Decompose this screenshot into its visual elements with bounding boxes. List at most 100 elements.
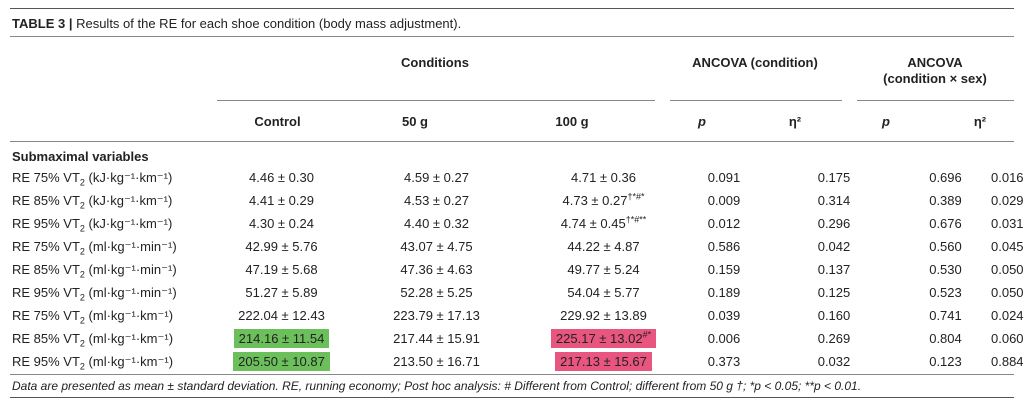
table-caption-label: TABLE 3 | — [12, 16, 73, 31]
cell-eta2-condition: 0.032 — [817, 354, 851, 369]
row-label: RE 95% VT2 (ml·kg⁻¹·min⁻¹) — [10, 281, 217, 304]
cell-100g-value: 225.17 ± 13.02#* — [550, 329, 657, 348]
row-label-unit: (ml·kg⁻¹·min⁻¹) — [84, 284, 177, 300]
section-rule — [10, 141, 1014, 142]
cell-eta2-sex: 0.050 — [991, 285, 1024, 300]
cell-eta2-condition: 0.137 — [817, 262, 851, 277]
cell-control: 4.41 ± 0.29 — [217, 189, 346, 212]
cell-p-sex: 0.676 — [929, 216, 962, 231]
table-row: RE 85% VT2 (ml·kg⁻¹·km⁻¹) 214.16 ± 11.54 2… — [10, 327, 1024, 350]
cell-eta2-sex: 0.050 — [991, 262, 1024, 277]
col-header-100g: 100 g — [555, 114, 589, 129]
row-label-sub: 2 — [79, 223, 85, 234]
caption-rule — [10, 36, 1014, 37]
cell-control: 47.19 ± 5.68 — [217, 258, 346, 281]
header-ancova-condition: ANCOVA (condition) — [692, 55, 818, 70]
cell-100g: 4.71 ± 0.36 — [527, 166, 680, 189]
cell-100g-marks: †*#** — [625, 214, 647, 225]
cell-50g: 223.79 ± 17.13 — [346, 304, 527, 327]
cell-control-value: 4.41 ± 0.29 — [249, 193, 314, 208]
cell-control-value: 222.04 ± 12.43 — [238, 308, 325, 323]
cell-p-sex: 0.741 — [929, 308, 962, 323]
row-label-unit: (kJ·kg⁻¹·km⁻¹) — [84, 215, 173, 231]
cell-100g: 4.74 ± 0.45†*#** — [527, 212, 680, 235]
cell-eta2-sex: 0.024 — [991, 308, 1024, 323]
cell-50g-value: 217.44 ± 15.91 — [393, 331, 480, 346]
top-rule — [10, 8, 1014, 9]
row-label-sub: 2 — [79, 292, 85, 303]
cell-50g-value: 213.50 ± 16.71 — [393, 354, 480, 369]
header-ancova-sex: ANCOVA (condition × sex) — [855, 55, 1015, 87]
row-label: RE 85% VT2 (kJ·kg⁻¹·km⁻¹) — [10, 189, 217, 212]
col-header-p: p — [672, 114, 732, 130]
cell-50g-value: 223.79 ± 17.13 — [393, 308, 480, 323]
cell-p-condition: 0.586 — [707, 239, 741, 254]
cell-eta2-condition: 0.160 — [817, 308, 851, 323]
row-label-unit: (ml·kg⁻¹·km⁻¹) — [84, 307, 174, 323]
row-label-sub: 2 — [79, 177, 85, 188]
row-label-unit: (ml·kg⁻¹·min⁻¹) — [84, 238, 177, 254]
cell-p-condition: 0.009 — [707, 193, 741, 208]
cell-100g: 229.92 ± 13.89 — [527, 304, 680, 327]
cell-control-value: 4.30 ± 0.24 — [249, 216, 314, 231]
col-header-control: Control — [254, 114, 301, 129]
cell-control-value: 47.19 ± 5.68 — [245, 262, 318, 277]
cell-eta2-sex: 0.029 — [991, 193, 1024, 208]
cell-50g: 4.40 ± 0.32 — [346, 212, 527, 235]
cell-eta2-sex: 0.045 — [991, 239, 1024, 254]
cell-100g: 225.17 ± 13.02#* — [527, 327, 680, 350]
row-label-unit: (ml·kg⁻¹·km⁻¹) — [84, 353, 174, 369]
row-label: RE 75% VT2 (ml·kg⁻¹·min⁻¹) — [10, 235, 217, 258]
cell-100g-value: 4.71 ± 0.36 — [566, 168, 641, 187]
cell-100g-value: 229.92 ± 13.89 — [555, 306, 652, 325]
col-header-eta2: η² — [788, 114, 802, 129]
cell-50g-value: 52.28 ± 5.25 — [400, 285, 473, 300]
cell-100g-value: 217.13 ± 15.67 — [555, 352, 652, 371]
cell-50g-value: 4.59 ± 0.27 — [404, 170, 469, 185]
row-label: RE 85% VT2 (ml·kg⁻¹·min⁻¹) — [10, 258, 217, 281]
cell-eta2-condition: 0.314 — [817, 193, 851, 208]
cell-control-value: 51.27 ± 5.89 — [245, 285, 318, 300]
cell-100g-value: 4.73 ± 0.27†*#* — [558, 191, 650, 210]
cell-control: 4.46 ± 0.30 — [217, 166, 346, 189]
row-label-pct: RE 75% VT — [12, 238, 80, 254]
row-label: RE 95% VT2 (ml·kg⁻¹·km⁻¹) — [10, 350, 217, 373]
col-header-p-sex: p — [856, 114, 916, 130]
footnote: Data are presented as mean ± standard de… — [12, 379, 862, 393]
cell-100g-value: 4.74 ± 0.45†*#** — [556, 214, 652, 233]
cell-p-sex: 0.530 — [929, 262, 962, 277]
row-label-pct: RE 95% VT — [12, 215, 80, 231]
row-label-sub: 2 — [79, 246, 85, 257]
cell-p-condition: 0.091 — [707, 170, 741, 185]
row-label-sub: 2 — [79, 269, 85, 280]
ancova-condition-rule — [670, 100, 842, 101]
cell-100g-text: 4.74 ± 0.45 — [560, 216, 626, 231]
table-row: RE 75% VT2 (ml·kg⁻¹·min⁻¹) 42.99 ± 5.76 43… — [10, 235, 1024, 258]
cell-50g: 213.50 ± 16.71 — [346, 350, 527, 373]
cell-p-condition: 0.373 — [707, 354, 741, 369]
row-label-unit: (ml·kg⁻¹·km⁻¹) — [84, 330, 174, 346]
cell-100g-text: 54.04 ± 5.77 — [567, 285, 640, 300]
row-label-sub: 2 — [79, 200, 85, 211]
cell-100g: 217.13 ± 15.67 — [527, 350, 680, 373]
cell-100g-text: 229.92 ± 13.89 — [560, 308, 647, 323]
row-label-unit: (ml·kg⁻¹·min⁻¹) — [84, 261, 177, 277]
cell-50g: 217.44 ± 15.91 — [346, 327, 527, 350]
cell-50g-value: 43.07 ± 4.75 — [400, 239, 473, 254]
col-header-p-text: p — [698, 114, 706, 129]
cell-100g: 4.73 ± 0.27†*#* — [527, 189, 680, 212]
cell-eta2-condition: 0.296 — [817, 216, 851, 231]
row-label-pct: RE 95% VT — [12, 353, 80, 369]
cell-100g-value: 49.77 ± 5.24 — [562, 260, 644, 279]
cell-eta2-condition: 0.269 — [817, 331, 851, 346]
cell-100g-value: 54.04 ± 5.77 — [562, 283, 644, 302]
ancova-sex-rule — [857, 100, 1014, 101]
cell-p-condition: 0.012 — [707, 216, 741, 231]
row-label-pct: RE 85% VT — [12, 192, 80, 208]
cell-100g-marks: †*#* — [627, 191, 645, 202]
bottom-rule — [10, 374, 1014, 375]
cell-50g: 43.07 ± 4.75 — [346, 235, 527, 258]
cell-control: 205.50 ± 10.87 — [217, 350, 346, 373]
cell-eta2-condition: 0.125 — [817, 285, 851, 300]
table-row: RE 85% VT2 (kJ·kg⁻¹·km⁻¹) 4.41 ± 0.29 4.53… — [10, 189, 1024, 212]
